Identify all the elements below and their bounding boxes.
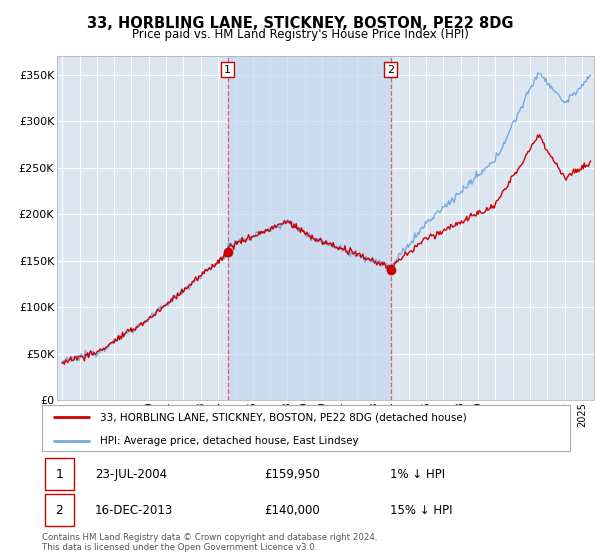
Text: 16-DEC-2013: 16-DEC-2013: [95, 504, 173, 517]
Text: Price paid vs. HM Land Registry's House Price Index (HPI): Price paid vs. HM Land Registry's House …: [131, 28, 469, 41]
Text: 2: 2: [55, 504, 63, 517]
Text: HPI: Average price, detached house, East Lindsey: HPI: Average price, detached house, East…: [100, 436, 359, 446]
Text: 33, HORBLING LANE, STICKNEY, BOSTON, PE22 8DG (detached house): 33, HORBLING LANE, STICKNEY, BOSTON, PE2…: [100, 412, 467, 422]
Text: 1% ↓ HPI: 1% ↓ HPI: [391, 468, 446, 480]
FancyBboxPatch shape: [42, 405, 570, 451]
FancyBboxPatch shape: [44, 494, 74, 526]
Text: £159,950: £159,950: [264, 468, 320, 480]
Text: Contains HM Land Registry data © Crown copyright and database right 2024.: Contains HM Land Registry data © Crown c…: [42, 533, 377, 542]
Text: 33, HORBLING LANE, STICKNEY, BOSTON, PE22 8DG: 33, HORBLING LANE, STICKNEY, BOSTON, PE2…: [87, 16, 513, 31]
Text: 15% ↓ HPI: 15% ↓ HPI: [391, 504, 453, 517]
Text: This data is licensed under the Open Government Licence v3.0.: This data is licensed under the Open Gov…: [42, 543, 317, 552]
Text: 1: 1: [55, 468, 63, 480]
Text: 2: 2: [387, 64, 394, 74]
Bar: [227, 56, 391, 400]
Text: 1: 1: [224, 64, 231, 74]
FancyBboxPatch shape: [44, 458, 74, 490]
Text: 23-JUL-2004: 23-JUL-2004: [95, 468, 167, 480]
Text: £140,000: £140,000: [264, 504, 320, 517]
